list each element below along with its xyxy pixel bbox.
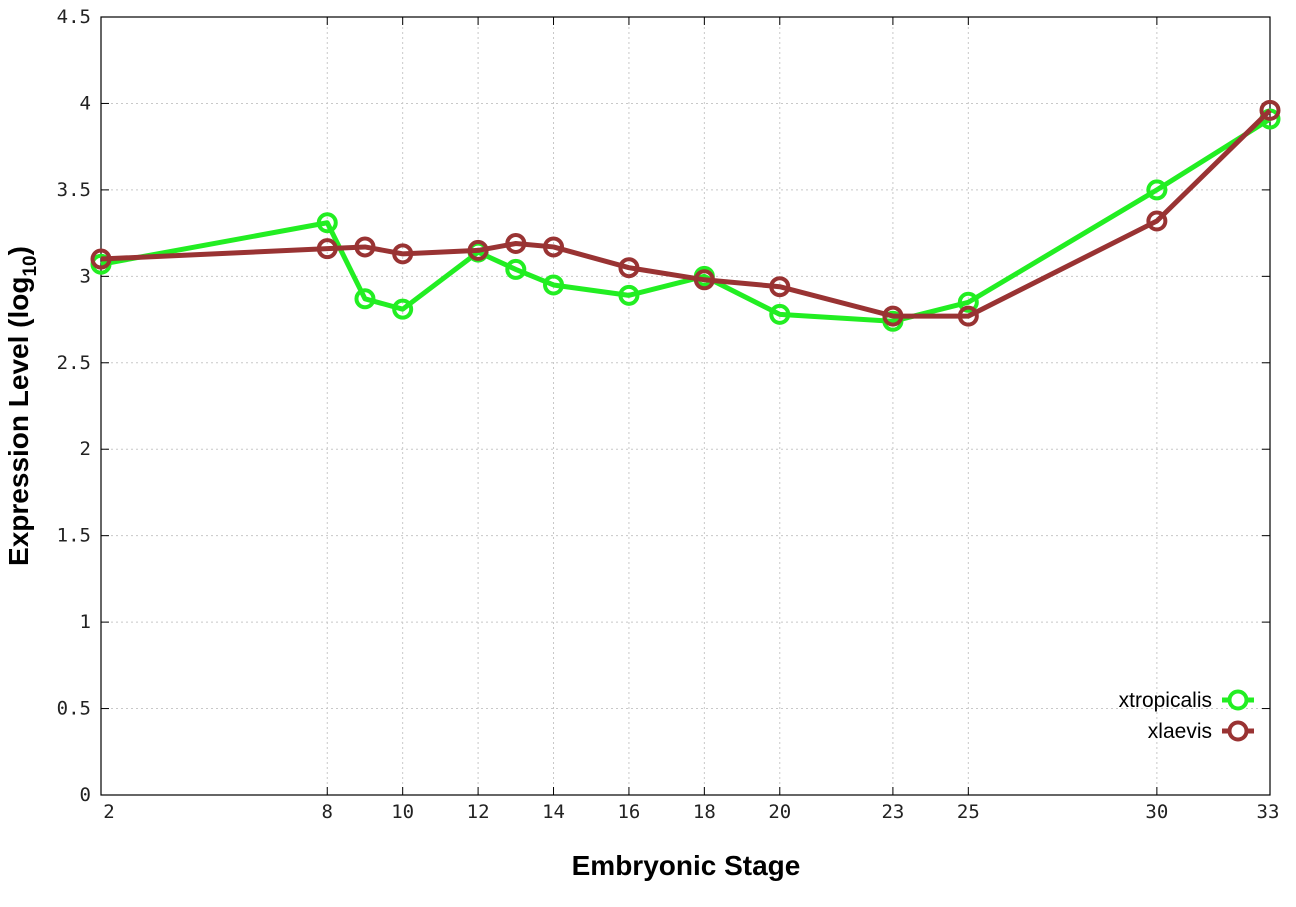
x-tick-label: 23 (881, 801, 904, 823)
x-tick-label: 12 (467, 801, 490, 823)
data-point (693, 269, 715, 291)
series-xlaevis (90, 99, 1281, 327)
data-point (543, 236, 565, 258)
data-point (1259, 99, 1281, 121)
data-point (316, 238, 338, 260)
legend-label: xtropicalis (1119, 689, 1212, 712)
series-lines (90, 99, 1281, 332)
axis-ticks: 0 0.5 1 1.5 2 2.5 3 3.5 4 4.5 2 8 10 12 14 16 18 20 23 25 30… (57, 6, 1280, 823)
legend-label: xlaevis (1148, 720, 1212, 743)
data-point (354, 236, 376, 258)
x-tick-label: 10 (391, 801, 414, 823)
x-tick-label: 25 (957, 801, 980, 823)
data-point (467, 239, 489, 261)
data-point (1146, 179, 1168, 201)
x-tick-label: 18 (693, 801, 716, 823)
legend: xtropicalis xlaevis (1119, 689, 1254, 743)
data-point (316, 212, 338, 234)
y-tick-label: 4.5 (57, 6, 91, 28)
y-tick-label: 1 (80, 611, 91, 633)
data-point (882, 305, 904, 327)
series-line (100, 116, 1272, 324)
grid-lines (101, 17, 1270, 795)
y-tick-label: 3 (80, 265, 91, 287)
series-xtropicalis (90, 108, 1281, 332)
data-point (957, 291, 979, 313)
x-tick-label: 14 (542, 801, 565, 823)
y-axis-title-main: Expression Level (log (3, 277, 34, 566)
y-tick-label: 0.5 (57, 698, 91, 720)
x-tick-label: 16 (617, 801, 640, 823)
x-tick-label: 30 (1145, 801, 1168, 823)
data-point (505, 232, 527, 254)
x-tick-label: 2 (103, 801, 114, 823)
data-point (618, 284, 640, 306)
y-tick-label: 2 (80, 438, 91, 460)
y-tick-label: 3.5 (57, 179, 91, 201)
y-axis-title-close: ) (3, 246, 34, 255)
data-point (90, 248, 112, 270)
y-tick-label: 1.5 (57, 525, 91, 547)
plot-frame (100, 16, 1271, 796)
data-point (505, 258, 527, 280)
x-tick-label: 8 (322, 801, 333, 823)
y-axis-title: Expression Level (log10) (3, 246, 41, 566)
legend-swatch-marker (1227, 720, 1249, 742)
y-tick-label: 2.5 (57, 352, 91, 374)
series-line (100, 108, 1272, 319)
y-tick-label: 0 (80, 784, 91, 806)
data-point (769, 303, 791, 325)
data-point (618, 257, 640, 279)
y-tick-label: 4 (80, 92, 91, 114)
data-point (392, 298, 414, 320)
x-axis-title: Embryonic Stage (572, 850, 801, 881)
x-tick-label: 33 (1257, 801, 1280, 823)
data-point (957, 305, 979, 327)
data-point (769, 276, 791, 298)
y-axis-title-subscript: 10 (20, 255, 41, 276)
data-point (543, 274, 565, 296)
data-point (392, 243, 414, 265)
legend-swatch-marker (1227, 689, 1249, 711)
x-tick-label: 20 (768, 801, 791, 823)
data-point (1146, 210, 1168, 232)
data-point (354, 288, 376, 310)
